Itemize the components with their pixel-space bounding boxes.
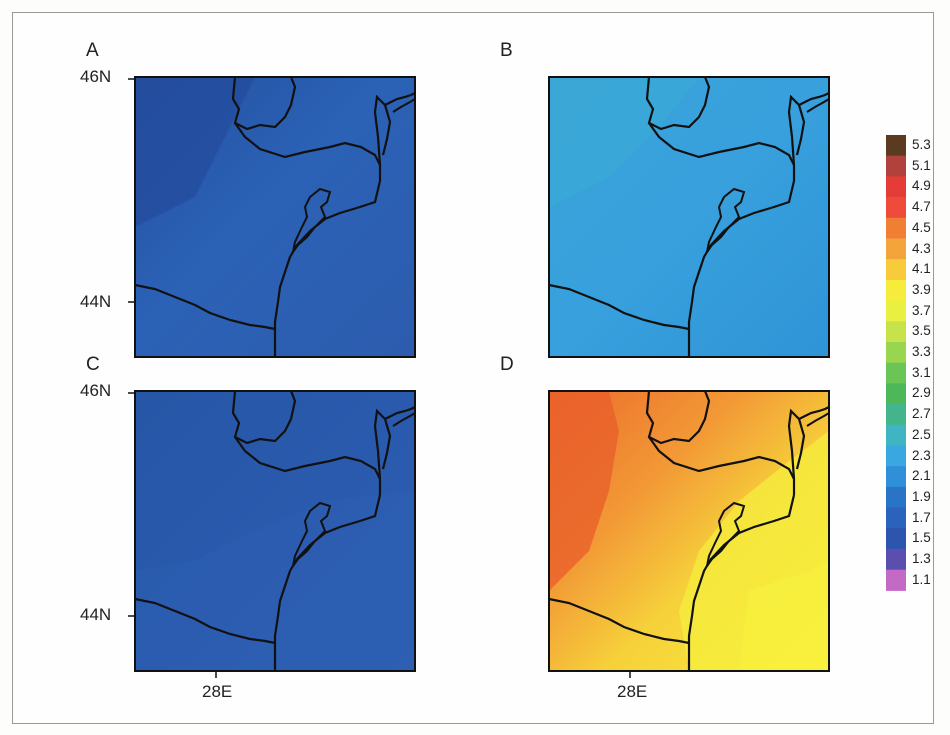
- colorbar-swatch: [886, 507, 906, 529]
- colorbar-tick-label: 5.3: [912, 137, 931, 152]
- lat-46n-bottom: 46N: [80, 381, 112, 400]
- panel-d-label: D: [500, 354, 514, 375]
- panel-a-label: A: [86, 40, 99, 61]
- colorbar-tick-label: 1.3: [912, 551, 931, 566]
- colorbar-swatch: [886, 342, 906, 364]
- colorbar-swatch: [886, 404, 906, 426]
- colorbar-swatch: [886, 383, 906, 405]
- map-panel-b: [547, 75, 831, 359]
- colorbar-tick-label: 1.7: [912, 509, 931, 525]
- colorbar-swatch: [886, 217, 906, 239]
- lat-44n-top: 44N: [80, 292, 112, 311]
- colorbar-tick-label: 5.1: [912, 157, 931, 173]
- colorbar-tick-label: 3.5: [912, 323, 931, 339]
- axis-ticks: [128, 78, 631, 678]
- colorbar-tick-label: 3.7: [912, 302, 931, 318]
- map-panel-c: [133, 389, 417, 673]
- colorbar-swatch: [886, 197, 906, 219]
- colorbar-swatch: [886, 424, 906, 446]
- colorbar-tick-label: 4.1: [912, 261, 931, 277]
- colorbar: [886, 135, 906, 591]
- colorbar-tick-label: 3.9: [912, 281, 931, 297]
- colorbar-swatch: [886, 569, 906, 591]
- colorbar-tick-label: 2.3: [912, 447, 931, 463]
- lat-44n-bottom: 44N: [80, 605, 112, 624]
- lon-28e-right: 28E: [617, 682, 648, 701]
- colorbar-swatch: [886, 362, 906, 384]
- lat-46n-top: 46N: [80, 67, 112, 86]
- colorbar-tick-label: 2.9: [912, 385, 931, 401]
- colorbar-swatch: [886, 259, 906, 281]
- colorbar-tick-label: 1.9: [912, 488, 931, 504]
- map-panel-d: [547, 389, 831, 673]
- colorbar-swatch: [886, 155, 906, 177]
- colorbar-swatch: [886, 300, 906, 322]
- colorbar-swatch: [886, 486, 906, 509]
- colorbar-tick-label: 4.3: [912, 240, 931, 256]
- colorbar-tick-label: 4.5: [912, 219, 931, 235]
- lon-28e-left: 28E: [202, 682, 233, 701]
- panel-c-label: C: [86, 354, 100, 375]
- colorbar-tick-label: 3.1: [912, 364, 931, 380]
- map-panel-a: [133, 75, 417, 359]
- colorbar-tick-label: 2.1: [912, 468, 931, 484]
- colorbar-swatch: [886, 238, 906, 260]
- colorbar-swatch: [886, 176, 906, 198]
- colorbar-tick-label: 2.5: [912, 426, 931, 442]
- colorbar-swatch: [886, 445, 906, 467]
- colorbar-swatch: [886, 549, 906, 571]
- colorbar-tick-label: 1.5: [912, 530, 931, 546]
- colorbar-tick-label: 3.3: [912, 344, 931, 359]
- colorbar-swatch: [886, 321, 906, 343]
- colorbar-swatch: [886, 528, 906, 550]
- colorbar-tick-label: 2.7: [912, 406, 931, 422]
- colorbar-swatch: [886, 135, 906, 157]
- colorbar-tick-label: 1.1: [912, 571, 931, 587]
- panel-b-label: B: [500, 40, 513, 61]
- colorbar-tick-label: 4.9: [912, 178, 931, 194]
- colorbar-tick-label: 4.7: [912, 199, 931, 215]
- colorbar-swatch: [886, 466, 906, 488]
- colorbar-swatch: [886, 279, 906, 302]
